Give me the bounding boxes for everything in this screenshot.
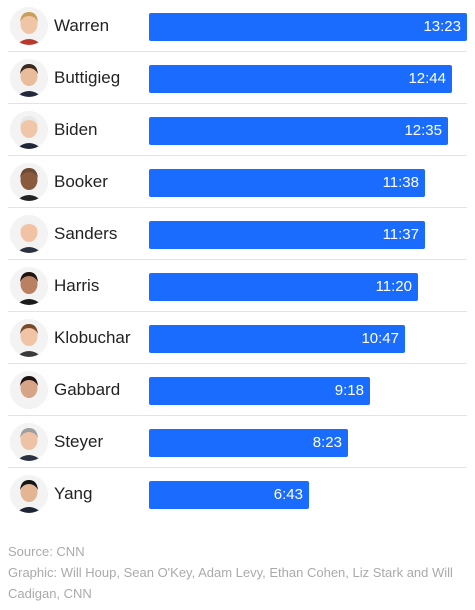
chart-row: Warren 13:23 [0,0,475,52]
data-label: 12:44 [408,70,446,87]
category-label: Buttigieg [54,68,121,87]
data-label: 10:47 [361,330,399,347]
bar: 9:18 [149,377,370,405]
chart-row: Klobuchar 10:47 [0,312,475,364]
bar: 11:38 [149,169,425,197]
chart-row: Harris 11:20 [0,260,475,312]
gabbard-portrait-icon [10,371,48,409]
yang-portrait-icon [10,475,48,513]
row-divider [8,103,467,104]
chart-row: Booker 11:38 [0,156,475,208]
bar: 6:43 [149,481,309,509]
data-label: 11:37 [382,226,419,243]
speaking-time-bar-chart: Warren 13:23 Buttigieg 12:44 Biden 12:35 Booke… [0,0,475,520]
bar: 11:20 [149,273,418,301]
data-label: 9:18 [334,382,364,399]
category-label: Klobuchar [54,328,131,347]
category-label: Steyer [54,432,104,451]
chart-footer: Source: CNN Graphic: Will Houp, Sean O'K… [8,541,458,604]
row-divider [8,311,467,312]
row-divider [8,259,467,260]
category-label: Gabbard [54,380,121,399]
row-divider [8,467,467,468]
category-label: Sanders [54,224,118,243]
chart-row: Biden 12:35 [0,104,475,156]
chart-row: Yang 6:43 [0,468,475,520]
sanders-portrait-icon [10,215,48,253]
data-label: 12:35 [404,122,442,139]
row-divider [8,155,467,156]
data-label: 8:23 [312,434,342,451]
chart-row: Gabbard 9:18 [0,364,475,416]
row-divider [8,207,467,208]
data-label: 11:38 [382,174,419,191]
chart-row: Buttigieg 12:44 [0,52,475,104]
klobuchar-portrait-icon [10,319,48,357]
category-label: Harris [54,276,100,295]
booker-portrait-icon [10,163,48,201]
warren-portrait-icon [10,7,48,45]
buttigieg-portrait-icon [10,59,48,97]
graphic-credit: Graphic: Will Houp, Sean O'Key, Adam Lev… [8,565,453,601]
row-divider [8,415,467,416]
row-divider [8,51,467,52]
category-label: Yang [54,484,93,503]
bar: 13:23 [149,13,467,41]
bar: 12:35 [149,117,448,145]
bar: 12:44 [149,65,452,93]
chart-row: Steyer 8:23 [0,416,475,468]
data-label: 6:43 [273,486,303,503]
chart-row: Sanders 11:37 [0,208,475,260]
bar: 11:37 [149,221,425,249]
bar: 10:47 [149,325,405,353]
category-label: Biden [54,120,98,139]
category-label: Warren [54,16,110,35]
harris-portrait-icon [10,267,48,305]
bar: 8:23 [149,429,348,457]
data-label: 11:20 [375,278,412,295]
row-divider [8,363,467,364]
data-label: 13:23 [423,18,461,35]
biden-portrait-icon [10,111,48,149]
source-note: Source: CNN [8,544,85,559]
category-label: Booker [54,172,108,191]
steyer-portrait-icon [10,423,48,461]
